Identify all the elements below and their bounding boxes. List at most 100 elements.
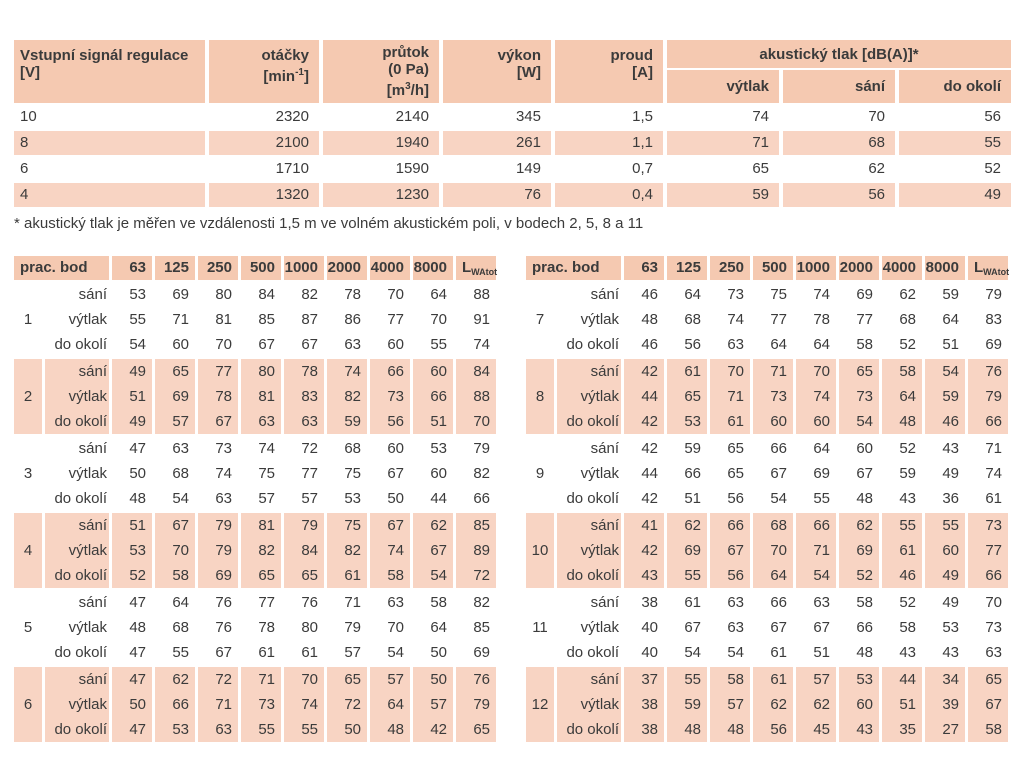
noise-value-cell: 69 71 60 [155, 282, 195, 357]
noise-value: 60 [856, 440, 873, 457]
noise-value: 77 [770, 311, 787, 328]
noise-value: 61 [899, 542, 916, 559]
regulation-table: Vstupní signál regulace [V] otáčky [min-… [14, 40, 1011, 207]
noise-value-cell: 34 39 27 [925, 667, 965, 742]
noise-value: 69 [684, 542, 701, 559]
direction-label: výtlak [580, 696, 619, 713]
noise-value: 62 [172, 671, 189, 688]
noise-value-cell: 74 75 57 [241, 436, 281, 511]
noise-header-total: LWAtot [968, 256, 1009, 280]
cell-power: 149 [515, 160, 541, 177]
noise-value: 67 [985, 696, 1002, 713]
direction-label: výtlak [68, 311, 107, 328]
noise-value-cell: 82 87 67 [284, 282, 324, 357]
direction-label: do okolí [566, 490, 619, 507]
noise-value: 69 [473, 644, 490, 661]
noise-value: 78 [258, 619, 275, 636]
noise-value: 67 [258, 336, 275, 353]
noise-value: 54 [813, 567, 830, 584]
noise-value: 58 [985, 721, 1002, 738]
cell-speed: 1710 [275, 160, 309, 177]
noise-value-cell: 84 88 70 [456, 359, 496, 434]
direction-label: do okolí [54, 336, 107, 353]
noise-value-cell: 55 59 48 [667, 667, 707, 742]
noise-value: 64 [899, 388, 916, 405]
direction-label: do okolí [566, 413, 619, 430]
noise-value: 82 [473, 465, 490, 482]
noise-value-cell: 37 38 38 [624, 667, 664, 742]
header-signal-line1: Vstupní signál regulace [20, 47, 189, 64]
noise-value: 53 [684, 413, 701, 430]
noise-value: 67 [813, 619, 830, 636]
noise-header-freq: 1000 [796, 256, 836, 280]
noise-value: 63 [727, 336, 744, 353]
direction-labels: sání výtlak do okolí [45, 667, 109, 742]
noise-value-cell: 65 73 54 [839, 359, 879, 434]
cell-dookoli: 49 [899, 183, 1011, 207]
noise-value-cell: 58 66 48 [839, 590, 879, 665]
noise-value: 59 [942, 286, 959, 303]
noise-value: 74 [301, 696, 318, 713]
noise-value: 63 [727, 619, 744, 636]
noise-value: 55 [899, 517, 916, 534]
noise-value: 52 [856, 567, 873, 584]
noise-value: 65 [985, 671, 1002, 688]
noise-value: 74 [813, 388, 830, 405]
noise-value: 79 [301, 517, 318, 534]
total-symbol: L [462, 259, 472, 276]
noise-value-cell: 79 82 66 [456, 436, 496, 511]
cell-current: 1,1 [555, 131, 663, 155]
noise-value-cell: 57 64 48 [370, 667, 410, 742]
noise-value: 79 [473, 440, 490, 457]
noise-value-cell: 61 62 56 [753, 667, 793, 742]
noise-value: 48 [899, 413, 916, 430]
noise-value-cell: 63 70 54 [370, 590, 410, 665]
noise-header-freq: 500 [753, 256, 793, 280]
noise-value: 79 [215, 517, 232, 534]
work-point-number: 9 [535, 465, 545, 482]
noise-value: 42 [641, 440, 658, 457]
noise-value: 74 [813, 286, 830, 303]
noise-value-cell: 38 40 40 [624, 590, 664, 665]
noise-value-cell: 60 67 48 [839, 436, 879, 511]
noise-value: 51 [813, 644, 830, 661]
header-power-line1: výkon [497, 47, 541, 64]
work-point-number: 5 [23, 619, 33, 636]
noise-value-cell: 70 74 60 [796, 359, 836, 434]
noise-value: 73 [856, 388, 873, 405]
noise-value: 82 [473, 594, 490, 611]
noise-value: 58 [727, 671, 744, 688]
noise-value: 55 [430, 336, 447, 353]
noise-value: 41 [641, 517, 658, 534]
cell-flow: 1590 [395, 160, 429, 177]
noise-value: 54 [942, 363, 959, 380]
noise-value-cell: 60 67 50 [370, 436, 410, 511]
noise-value: 51 [430, 413, 447, 430]
header-flow-line1: průtok [382, 44, 429, 61]
direction-label: výtlak [68, 542, 107, 559]
noise-value: 60 [813, 413, 830, 430]
noise-value-cell: 76 79 66 [968, 359, 1008, 434]
noise-value: 91 [473, 311, 490, 328]
direction-label: sání [78, 594, 107, 611]
noise-value: 88 [473, 286, 490, 303]
noise-value: 64 [813, 440, 830, 457]
cell-sani: 70 [868, 108, 885, 125]
noise-value: 45 [813, 721, 830, 738]
noise-value-cell: 59 66 51 [667, 436, 707, 511]
direction-label: do okolí [566, 644, 619, 661]
noise-value: 79 [473, 696, 490, 713]
noise-value: 60 [942, 542, 959, 559]
noise-value: 64 [387, 696, 404, 713]
noise-value: 39 [942, 696, 959, 713]
noise-value-cell: 79 79 69 [198, 513, 238, 588]
work-point-number: 2 [14, 359, 42, 434]
noise-value: 70 [215, 336, 232, 353]
noise-header-freq: 4000 [370, 256, 410, 280]
noise-value-cell: 80 81 70 [198, 282, 238, 357]
noise-value-cell: 62 68 52 [882, 282, 922, 357]
noise-value: 65 [301, 567, 318, 584]
noise-value: 46 [899, 567, 916, 584]
noise-header-freq: 4000 [882, 256, 922, 280]
direction-labels: sání výtlak do okolí [45, 282, 109, 357]
